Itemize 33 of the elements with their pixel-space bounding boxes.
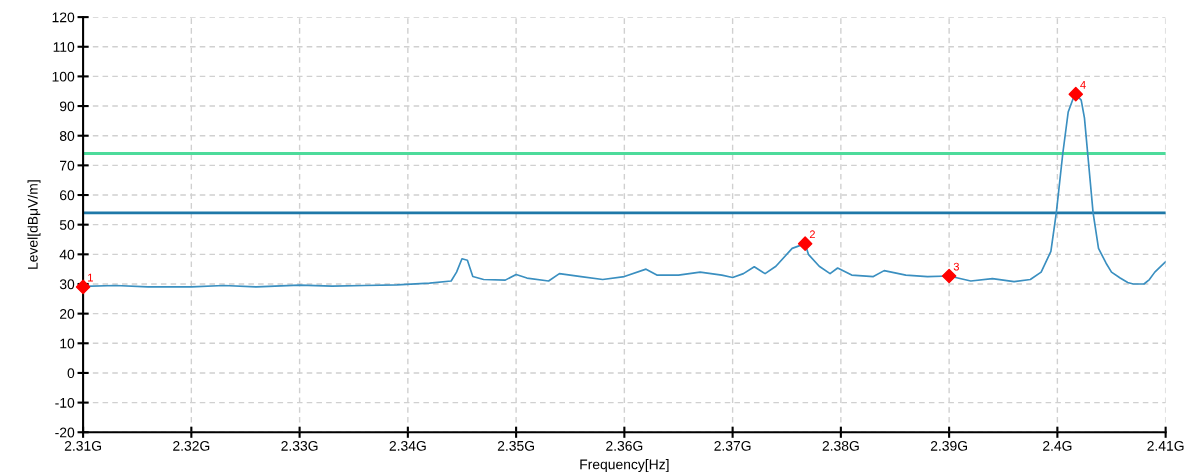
x-tick-label: 2.31G	[64, 440, 101, 451]
y-tick-label: 0	[67, 368, 75, 379]
y-tick-label: 40	[59, 249, 75, 260]
y-tick-label: 110	[53, 42, 75, 52]
y-tick-label: 10	[60, 338, 75, 349]
y-tick-label: 60	[60, 190, 75, 201]
y-tick-label: 50	[59, 220, 75, 230]
y-tick-label: -20	[55, 427, 75, 438]
annotation: 4	[1080, 81, 1086, 89]
y-tick-label: 30	[59, 279, 75, 290]
annotation: 1	[88, 273, 93, 282]
y-tick-label: 80	[59, 131, 75, 141]
point	[797, 236, 813, 251]
x-tick-label: 2.38G	[822, 440, 859, 451]
y-axis-title: Level[dBμV/m]	[27, 180, 41, 269]
x-tick-label: 2.33G	[281, 440, 318, 451]
x-tick-label: 2.37G	[714, 440, 751, 451]
x-axis-title: Frequency[Hz]	[580, 459, 669, 473]
y-tick-label: 90	[59, 101, 75, 112]
y-tick-label: 20	[60, 308, 75, 319]
y-tick-label: 100	[52, 71, 75, 82]
x-tick-label: 2.32G	[173, 440, 210, 451]
y-tick-label: -10	[55, 397, 75, 408]
x-tick-label: 2.39G	[930, 440, 968, 451]
y-tick-label: 120	[52, 12, 75, 23]
annotation: 2	[809, 230, 815, 239]
x-tick-label: 2.41G	[1147, 440, 1184, 451]
y-tick-label: 70	[60, 160, 75, 171]
x-tick-label: 2.35G	[497, 440, 534, 451]
x-tick-label: 2.34G	[389, 440, 426, 451]
x-tick-label: 2.36G	[606, 440, 643, 451]
x-tick-label: 2.4G	[1043, 440, 1072, 451]
annotation: 3	[953, 262, 959, 271]
